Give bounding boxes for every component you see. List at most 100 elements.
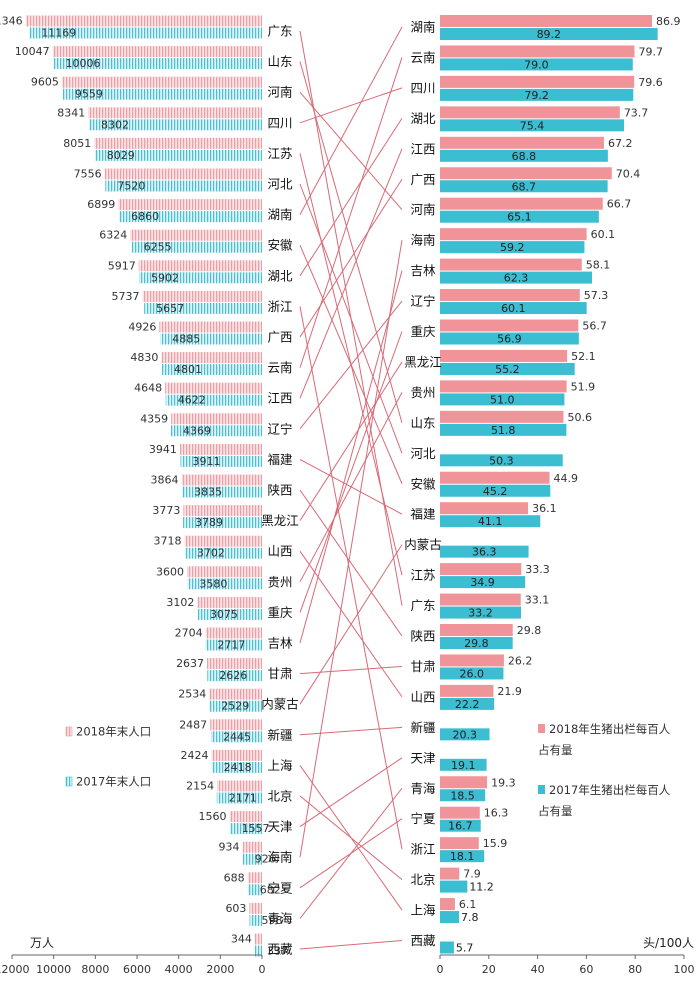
province-left-河北: 河北 [267,177,293,192]
bar-2017-population-江西 [165,394,262,406]
bar-2018-population-青海 [249,902,262,914]
label-2018-population-山西: 3718 [154,535,182,548]
bar-2018-pig-上海 [440,898,455,911]
label-2017-pig-河北: 50.3 [489,454,514,467]
connector-黑龙江 [299,361,403,521]
bar-2017-population-云南 [161,364,262,376]
bar-2017-population-黑龙江 [183,517,262,529]
label-2017-pig-重庆: 56.9 [497,333,522,346]
label-2017-pig-上海: 7.8 [461,911,479,924]
province-left-吉林: 吉林 [267,636,293,651]
label-2018-population-浙江: 5737 [111,290,139,303]
legend-2017-pig-label-line2: 占有量 [538,804,573,818]
bar-2017-pig-吉林 [440,271,593,284]
province-left-重庆: 重庆 [267,605,293,620]
label-2018-population-吉林: 2704 [175,627,203,640]
bar-2018-pig-山东 [440,410,564,423]
bar-2017-population-山西 [184,547,262,559]
connector-重庆 [299,331,403,613]
bar-2017-pig-山西 [440,697,495,710]
province-left-上海: 上海 [267,758,293,773]
label-2017-pig-西藏: 5.7 [456,942,474,955]
bar-2018-population-黑龙江 [183,505,262,517]
label-2017-population-辽宁: 4369 [183,424,211,437]
connector-内蒙古 [299,544,403,705]
province-right-吉林: 吉林 [410,263,436,278]
label-2018-population-上海: 2424 [181,749,209,762]
bar-2018-population-湖南 [118,199,262,211]
label-2018-pig-海南: 60.1 [591,228,616,241]
connector-湖北 [299,118,403,277]
province-right-江苏: 江苏 [410,568,435,583]
label-2018-pig-甘肃: 26.2 [508,654,532,667]
province-right-天津: 天津 [410,750,435,765]
bar-2017-population-上海 [211,761,262,773]
label-2018-population-广西: 4926 [128,321,156,334]
connector-北京 [299,795,403,880]
province-left-天津: 天津 [267,819,292,834]
label-2018-pig-广东: 33.1 [525,594,550,607]
province-left-江苏: 江苏 [267,146,292,161]
bar-2018-population-四川 [88,107,263,119]
legend-2018-population-label: 2018年末人口 [76,725,151,739]
label-2018-population-福建: 3941 [149,443,177,456]
bar-2017-pig-江西 [440,149,608,162]
label-2018-population-广东: 11346 [0,15,23,28]
label-2017-pig-辽宁: 60.1 [501,302,526,315]
label-2017-pig-广东: 33.2 [468,607,493,620]
bar-2018-population-天津 [229,811,262,823]
label-2017-population-湖南: 6860 [131,210,159,223]
province-left-安徽: 安徽 [267,238,293,253]
bar-2018-population-福建 [179,443,262,455]
bar-2018-population-湖北 [138,260,262,272]
bar-2017-pig-北京 [440,880,468,893]
bar-2018-population-新疆 [210,719,262,731]
label-2017-population-云南: 4801 [174,363,202,376]
bar-2017-population-宁夏 [247,884,262,896]
label-2017-pig-天津: 19.1 [451,759,476,772]
bar-2018-population-北京 [217,780,262,792]
label-2017-population-湖北: 5902 [151,271,179,284]
bar-2018-population-海南 [242,841,262,853]
right-x-tick-label: 80 [628,963,642,976]
left-x-tick-label: 6000 [123,963,151,976]
bar-2017-pig-甘肃 [440,667,504,680]
label-2018-pig-四川: 79.6 [638,76,663,89]
bar-2018-population-广西 [159,321,262,333]
label-2018-pig-山东: 50.6 [567,411,592,424]
label-2017-pig-湖南: 89.2 [537,28,562,41]
label-2018-pig-黑龙江: 52.1 [571,350,596,363]
province-left-湖北: 湖北 [267,268,293,283]
bar-2017-population-甘肃 [207,670,262,682]
bar-2018-population-河北 [104,168,262,180]
bar-2017-population-内蒙古 [209,700,262,712]
bar-2017-pig-西藏 [440,941,454,954]
bar-2018-population-江苏 [94,137,262,149]
label-2017-pig-海南: 59.2 [500,241,525,254]
province-right-辽宁: 辽宁 [410,294,435,309]
label-2018-pig-河南: 66.7 [607,198,632,211]
connector-山东 [299,61,403,423]
label-2018-population-河南: 9605 [31,76,59,89]
bar-2017-pig-湖北 [440,119,624,132]
bar-2018-pig-青海 [440,776,488,789]
connector-辽宁 [299,300,403,430]
label-2017-population-海南: 926 [255,853,276,866]
legend-2018-pig-label-line2: 占有量 [538,743,573,757]
label-2017-population-河南: 9559 [75,88,103,101]
label-2017-population-新疆: 2445 [223,730,251,743]
label-2018-pig-吉林: 58.1 [586,259,611,272]
label-2017-pig-北京: 11.2 [469,881,494,894]
bar-2018-population-贵州 [187,566,262,578]
label-2018-pig-山西: 21.9 [497,685,522,698]
bar-2017-pig-河北 [440,454,563,467]
bar-2017-population-北京 [216,792,262,804]
province-right-福建: 福建 [410,507,436,522]
province-right-浙江: 浙江 [410,842,435,857]
province-right-贵州: 贵州 [410,385,435,400]
bar-2018-pig-海南 [440,228,587,241]
label-2017-pig-黑龙江: 55.2 [495,363,520,376]
label-2018-pig-云南: 79.7 [638,45,663,58]
bar-2017-population-广西 [160,333,262,345]
